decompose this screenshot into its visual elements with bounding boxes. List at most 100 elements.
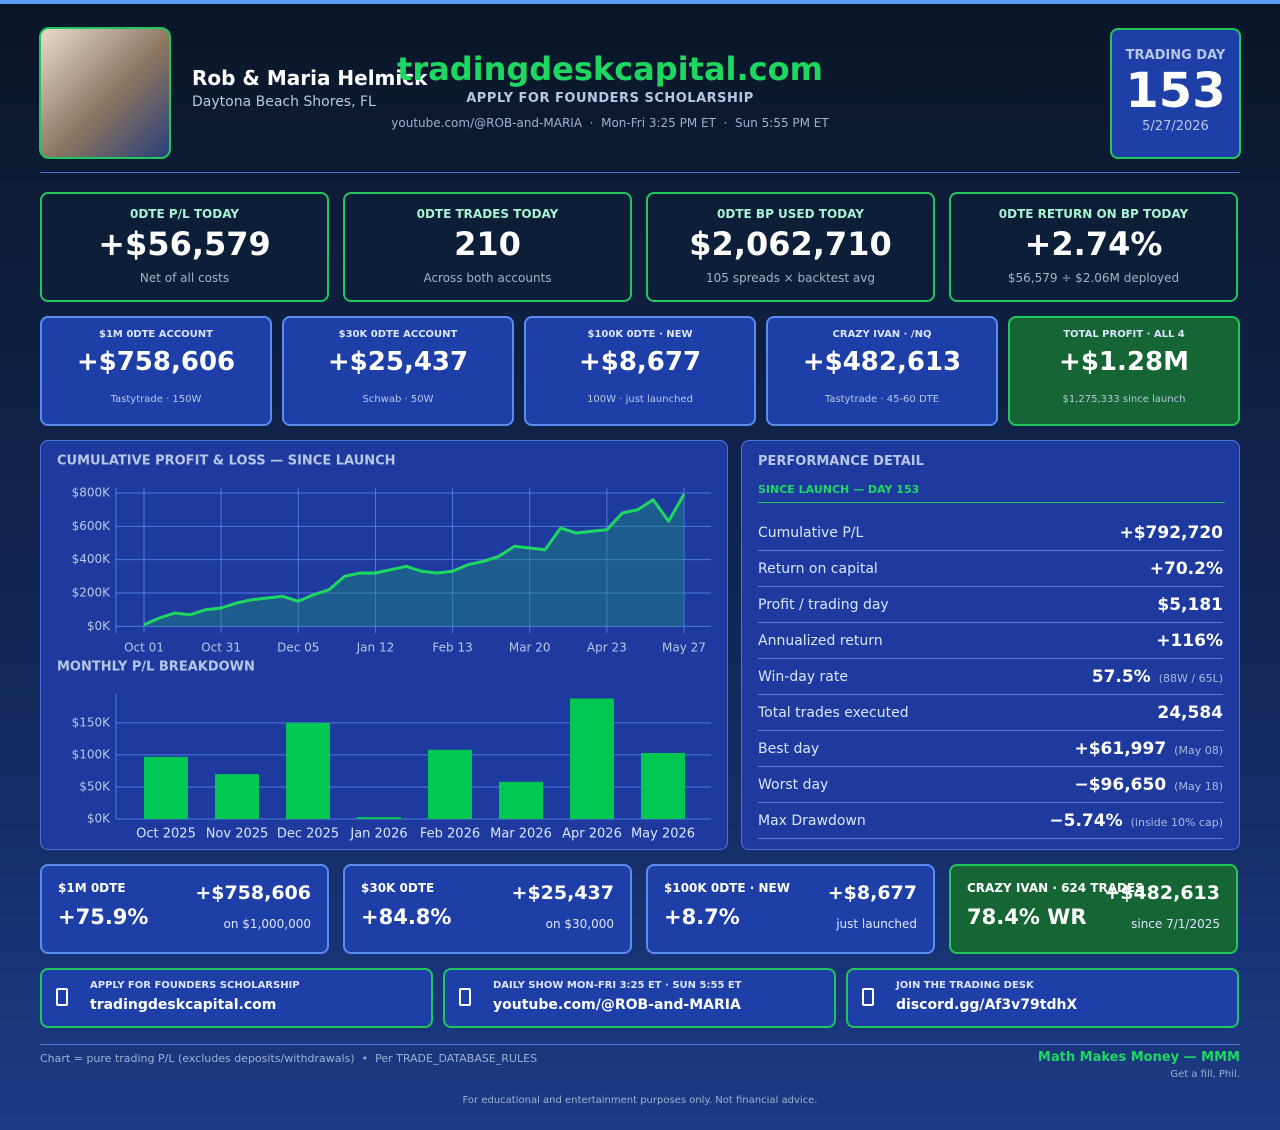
perf-row: Best day +$61,997 (May 08) — [758, 731, 1223, 767]
top-bar — [0, 0, 1280, 4]
perf-label: Annualized return — [758, 632, 883, 649]
bar — [641, 752, 685, 819]
charts: CUMULATIVE PROFIT & LOSS — SINCE LAUNCH $… — [57, 454, 711, 842]
perf-row: Total trades executed 24,584 — [758, 695, 1223, 731]
perf-label: Total trades executed — [758, 704, 909, 721]
y-tick-label: $400K — [72, 552, 112, 566]
perf-value-group: 24,584 — [1157, 703, 1223, 723]
tagline: Get a fill, Phil. — [1170, 1069, 1240, 1080]
link-icon — [459, 988, 471, 1006]
link-label: APPLY FOR FOUNDERS SCHOLARSHIP — [90, 980, 300, 991]
account-card: $100K 0DTE · NEW +$8,677 100W · just launc… — [524, 316, 756, 426]
perf-value: 57.5% — [1091, 666, 1151, 687]
account-note: 100W · just launched — [587, 394, 693, 405]
x-tick-label: Mar 2026 — [490, 827, 552, 842]
kpi-value: +$56,579 — [98, 225, 271, 263]
kpi-card: 0DTE BP USED TODAY $2,062,710 105 spreads … — [646, 192, 935, 302]
perf-row: Worst day −$96,650 (May 18) — [758, 767, 1223, 803]
x-tick-label: Feb 13 — [432, 641, 472, 655]
summary-label: $100K 0DTE · NEW — [664, 881, 790, 895]
chart-panel: CUMULATIVE PROFIT & LOSS — SINCE LAUNCH $… — [40, 440, 728, 850]
summary-value: +$758,606 — [195, 882, 311, 904]
account-label: $1M 0DTE ACCOUNT — [99, 329, 213, 340]
y-tick-label: $150K — [72, 715, 112, 729]
perf-label: Max Drawdown — [758, 812, 866, 829]
name: Rob & Maria Helmick — [192, 66, 428, 90]
summary-note: on $30,000 — [545, 917, 614, 931]
perf-row: Annualized return +116% — [758, 623, 1223, 659]
account-card: TOTAL PROFIT · ALL 4 +$1.28M $1,275,333 si… — [1008, 316, 1240, 426]
summary-value: +$482,613 — [1104, 882, 1220, 904]
kpi-note: 105 spreads × backtest avg — [706, 271, 875, 285]
account-note: Tastytrade · 45-60 DTE — [824, 394, 940, 405]
summary-value: +$8,677 — [827, 882, 917, 904]
perf-label: Best day — [758, 740, 820, 757]
account-note: Schwab · 50W — [362, 394, 434, 405]
account-card: CRAZY IVAN · /NQ +$482,613 Tastytrade · 45… — [766, 316, 998, 426]
link-value: youtube.com/@ROB-and-MARIA — [493, 997, 741, 1013]
summary-note: just launched — [836, 917, 917, 931]
link-value: tradingdeskcapital.com — [90, 997, 277, 1013]
perf-value: +$792,720 — [1119, 522, 1223, 543]
perf-row: Cumulative P/L +$792,720 — [758, 515, 1223, 551]
perf-value: +$61,997 — [1074, 738, 1167, 759]
kpi-card: 0DTE RETURN ON BP TODAY +2.74% $56,579 ÷ $… — [949, 192, 1238, 302]
day: 153 — [1125, 63, 1226, 119]
x-tick-label: Apr 23 — [587, 641, 627, 655]
bar — [357, 817, 401, 819]
perf-value: +116% — [1156, 630, 1223, 651]
y-tick-label: $0K — [87, 812, 111, 826]
perf-value-group: +$792,720 — [1119, 523, 1223, 543]
bar — [286, 722, 330, 819]
kpi-value: $2,062,710 — [689, 225, 892, 263]
bar — [215, 774, 259, 819]
bar — [144, 756, 188, 819]
kpi-note: Net of all costs — [139, 271, 230, 285]
x-tick-label: Jan 12 — [356, 641, 395, 655]
account-label: $30K 0DTE ACCOUNT — [338, 329, 458, 340]
perf-value-group: $5,181 — [1157, 595, 1223, 615]
x-tick-label: May 27 — [662, 641, 706, 655]
account-value: +$482,613 — [802, 347, 962, 377]
link-card: DAILY SHOW MON-FRI 3:25 ET · SUN 5:55 ET… — [443, 968, 836, 1028]
summary-card: $1M 0DTE +75.9% +$758,606 on $1,000,000 — [40, 864, 329, 954]
bar — [499, 781, 543, 819]
summary-note: since 7/1/2025 — [1131, 917, 1220, 931]
summary-pct: 78.4% WR — [967, 905, 1087, 929]
performance-panel: PERFORMANCE DETAIL SINCE LAUNCH — DAY 15… — [741, 440, 1240, 850]
chart-title: MONTHLY P/L BREAKDOWN — [57, 660, 255, 675]
y-tick-label: $0K — [87, 619, 111, 633]
x-tick-label: Oct 31 — [201, 641, 241, 655]
summary-card: $30K 0DTE +84.8% +$25,437 on $30,000 — [343, 864, 632, 954]
summary-value: +$25,437 — [511, 882, 614, 904]
footer-note: Chart = pure trading P/L (excludes depos… — [40, 1052, 538, 1065]
perf-value: +70.2% — [1149, 558, 1223, 579]
link-card: APPLY FOR FOUNDERS SCHOLARSHIP tradingdes… — [40, 968, 433, 1028]
account-value: +$8,677 — [578, 347, 702, 377]
summary-pct: +75.9% — [58, 905, 149, 929]
kpi-label: 0DTE TRADES TODAY — [416, 207, 559, 221]
perf-value-group: +70.2% — [1150, 559, 1223, 579]
brand: Math Makes Money — MMM — [1037, 1050, 1240, 1065]
date: 5/27/2026 — [1142, 119, 1209, 134]
summary-pct: +84.8% — [361, 905, 452, 929]
photo — [39, 27, 171, 159]
y-tick-label: $50K — [79, 779, 111, 793]
link-label: DAILY SHOW MON-FRI 3:25 ET · SUN 5:55 ET — [493, 980, 742, 991]
summary-card: $100K 0DTE · NEW +8.7% +$8,677 just launche… — [646, 864, 935, 954]
account-value: +$758,606 — [76, 347, 236, 377]
account-note: $1,275,333 since launch — [1062, 394, 1186, 405]
perf-value: −$96,650 — [1074, 774, 1167, 795]
x-tick-label: May 2026 — [631, 827, 695, 842]
account-label: CRAZY IVAN · /NQ — [832, 329, 932, 340]
x-tick-label: Feb 2026 — [420, 827, 480, 842]
perf-value: −5.74% — [1049, 810, 1123, 831]
account-card: $1M 0DTE ACCOUNT +$758,606 Tastytrade · 15… — [40, 316, 272, 426]
day-label: TRADING DAY — [1125, 48, 1226, 63]
y-tick-label: $600K — [72, 519, 112, 533]
summary-pct: +8.7% — [664, 905, 740, 929]
perf-label: Win-day rate — [758, 668, 848, 685]
account-label: $100K 0DTE · NEW — [587, 329, 693, 340]
link-icon — [56, 988, 68, 1006]
